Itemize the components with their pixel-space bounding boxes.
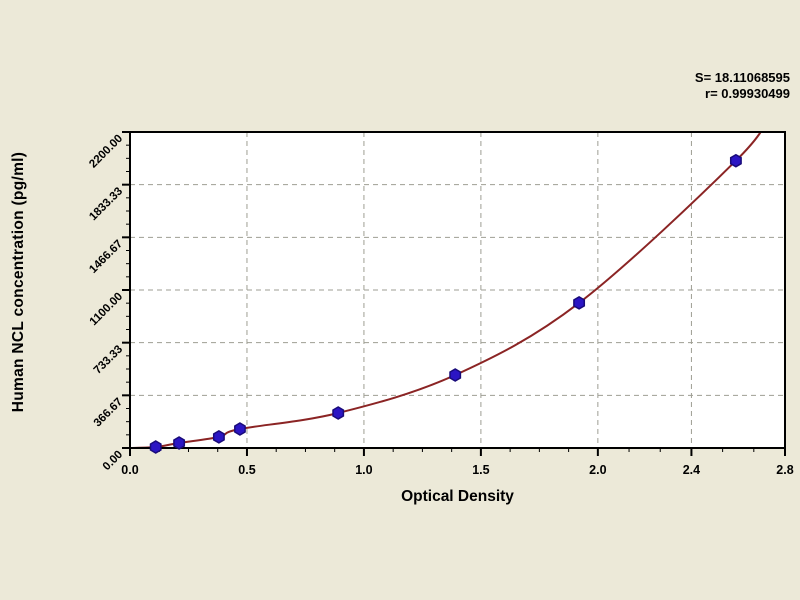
y-axis-ticks: 0.00366.67733.331100.001466.671833.33220…: [87, 131, 130, 473]
data-points: [149, 153, 742, 454]
data-point-marker: [332, 406, 345, 420]
data-point-marker: [729, 153, 742, 168]
y-tick-label: 1466.67: [87, 238, 125, 276]
data-point-marker: [449, 368, 462, 382]
x-axis-ticks: 0.0 0.5 1.0 1.5 2.0 2.4 2.8: [121, 448, 794, 477]
x-tick-label: 1.5: [472, 463, 489, 477]
x-tick-label: 1.0: [355, 463, 372, 477]
x-axis-title: Optical Density: [401, 488, 514, 505]
y-tick-label: 1100.00: [88, 291, 125, 328]
fit-stat-s: S= 18.11068595: [694, 70, 790, 85]
fit-statistics: S= 18.11068595 r= 0.99930499: [695, 70, 790, 102]
y-tick-label: 2200.00: [87, 133, 125, 171]
data-point-marker: [234, 422, 246, 436]
grid-lines: [130, 132, 785, 448]
x-tick-label: 0.5: [238, 463, 255, 477]
x-tick-label: 2.4: [683, 463, 700, 477]
data-point-marker: [212, 430, 225, 444]
y-axis-title: Human NCL concentration (pg/ml): [10, 151, 27, 413]
x-tick-label: 0.0: [121, 463, 138, 477]
y-tick-label: 366.67: [92, 396, 125, 429]
x-tick-label: 2.8: [776, 463, 793, 477]
fit-stat-r: r= 0.99930499: [705, 86, 790, 101]
data-point-marker: [149, 440, 162, 454]
y-tick-label: 733.33: [92, 343, 125, 376]
x-tick-label: 2.0: [589, 463, 606, 477]
data-point-marker: [573, 296, 586, 310]
data-point-marker: [173, 436, 186, 450]
y-tick-label: 1833.33: [87, 185, 125, 223]
